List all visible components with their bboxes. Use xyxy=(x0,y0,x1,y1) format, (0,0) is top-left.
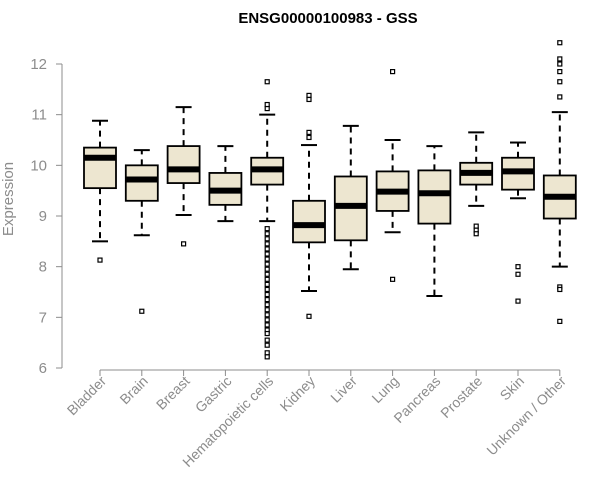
outlier-point xyxy=(306,96,312,103)
outlier-point xyxy=(557,61,563,67)
outlier-point xyxy=(557,94,563,100)
box-breast xyxy=(166,106,201,247)
y-axis: 6 7 8 9 10 11 12 xyxy=(30,56,63,377)
y-tick-label: 8 xyxy=(39,259,47,276)
y-axis-label: Expression xyxy=(0,162,17,236)
y-tick-label: 6 xyxy=(39,360,47,377)
y-tick-label: 10 xyxy=(30,157,47,174)
box-prostate xyxy=(459,131,494,237)
outlier-point xyxy=(264,337,270,343)
outlier-point xyxy=(515,264,521,270)
box-gastric xyxy=(208,145,243,223)
outlier-point xyxy=(306,313,312,319)
outlier-point xyxy=(181,241,187,247)
boxes-group xyxy=(83,40,577,360)
outlier-point xyxy=(264,236,270,242)
iqr-box xyxy=(124,164,159,202)
outlier-point xyxy=(264,251,270,257)
x-tick-label: Bladder xyxy=(64,373,110,419)
outlier-point xyxy=(264,105,270,112)
outlier-point xyxy=(264,330,270,337)
outlier-point xyxy=(557,56,563,62)
outlier-point xyxy=(264,246,270,252)
outlier-point xyxy=(557,79,563,85)
outlier-point xyxy=(557,40,563,46)
x-tick-label: Liver xyxy=(327,373,360,406)
outlier-point xyxy=(264,342,270,348)
x-tick-label: Kidney xyxy=(277,373,319,415)
outlier-point xyxy=(264,266,270,272)
box-unknown-other xyxy=(542,40,577,324)
outlier-point xyxy=(264,322,270,328)
outlier-point xyxy=(306,92,312,99)
outlier-point xyxy=(264,317,270,323)
iqr-box xyxy=(83,146,117,190)
outlier-point xyxy=(264,276,270,282)
y-tick-label: 7 xyxy=(39,309,47,326)
outlier-point xyxy=(557,286,563,293)
outlier-point xyxy=(264,354,270,360)
box-bladder xyxy=(83,119,117,263)
outlier-point xyxy=(264,241,270,247)
outlier-point xyxy=(139,308,145,314)
outlier-point xyxy=(264,79,270,85)
box-skin xyxy=(501,141,535,304)
outlier-point xyxy=(557,68,563,75)
box-brain xyxy=(124,149,159,314)
outlier-point xyxy=(306,134,312,141)
chart-title: ENSG00000100983 - GSS xyxy=(238,10,417,27)
outlier-point xyxy=(264,350,270,356)
outlier-point xyxy=(264,271,270,277)
outlier-point xyxy=(264,101,270,108)
outlier-point xyxy=(306,129,312,135)
outlier-point xyxy=(473,231,479,237)
outlier-point xyxy=(264,312,270,318)
outlier-point xyxy=(515,298,521,304)
box-pancreas xyxy=(417,145,452,298)
outlier-point xyxy=(264,231,270,237)
outlier-point xyxy=(264,291,270,298)
y-tick-label: 12 xyxy=(30,56,47,73)
box-kidney xyxy=(292,92,326,319)
box-liver xyxy=(333,124,368,271)
x-tick-label: Skin xyxy=(497,373,528,404)
outlier-point xyxy=(264,256,270,262)
x-tick-label: Lung xyxy=(368,373,401,406)
y-tick-label: 11 xyxy=(31,107,47,124)
iqr-box xyxy=(417,169,452,225)
y-tick-label: 9 xyxy=(39,208,47,225)
outlier-point xyxy=(264,307,270,313)
outlier-point xyxy=(264,286,270,293)
x-tick-label: Brain xyxy=(116,373,150,407)
x-tick-label: Prostate xyxy=(437,373,485,421)
iqr-box xyxy=(166,145,201,184)
box-hematopoietic-cells xyxy=(250,79,285,360)
outlier-point xyxy=(515,271,521,277)
outlier-point xyxy=(264,226,270,232)
outlier-point xyxy=(390,276,396,282)
outlier-point xyxy=(97,257,103,263)
outlier-point xyxy=(264,302,270,308)
outlier-point xyxy=(557,318,563,324)
x-tick-label: Unknown / Other xyxy=(483,373,569,459)
outlier-point xyxy=(473,223,479,229)
outlier-point xyxy=(264,297,270,303)
outlier-point xyxy=(390,68,396,75)
outlier-point xyxy=(264,261,270,267)
iqr-box xyxy=(292,199,326,244)
x-tick-label: Breast xyxy=(153,373,193,413)
box-lung xyxy=(375,68,410,282)
outlier-point xyxy=(264,281,270,287)
